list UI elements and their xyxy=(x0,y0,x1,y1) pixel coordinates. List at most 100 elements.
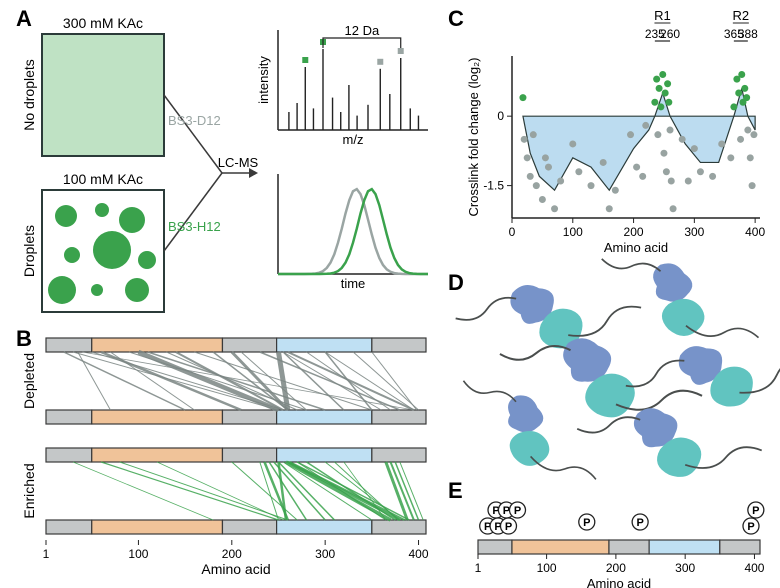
c-point xyxy=(545,164,552,171)
droplet-circle xyxy=(119,207,145,233)
droplet-circle xyxy=(125,278,149,302)
c-xtick-label: 100 xyxy=(563,225,583,239)
c-point xyxy=(663,168,670,175)
depleted-link xyxy=(92,352,283,410)
join-line xyxy=(164,95,222,173)
e-xtick-label: 300 xyxy=(675,561,695,575)
domain-segment xyxy=(222,448,276,462)
domain-segment xyxy=(46,448,92,462)
c-point xyxy=(664,80,671,87)
phospho-label: P xyxy=(636,517,643,529)
phospho-label: P xyxy=(583,517,590,529)
c-xtick-label: 300 xyxy=(684,225,704,239)
c-point xyxy=(612,187,619,194)
chrom-xlabel: time xyxy=(341,276,366,291)
e-domain-segment xyxy=(649,540,720,554)
phospho-label: P xyxy=(514,505,521,517)
domain-segment xyxy=(372,520,426,534)
domain-segment xyxy=(92,448,223,462)
no-droplets-side-label: No droplets xyxy=(21,59,37,131)
domain-segment xyxy=(372,448,426,462)
c-point xyxy=(639,173,646,180)
ms-peak-marker xyxy=(398,48,404,54)
c-point xyxy=(557,177,564,184)
depleted-link xyxy=(325,352,414,410)
c-point xyxy=(662,90,669,97)
da-bracket xyxy=(323,38,401,48)
c-point xyxy=(749,182,756,189)
droplet-circle xyxy=(138,251,156,269)
c-xlabel: Amino acid xyxy=(604,240,668,255)
c-point xyxy=(727,154,734,161)
depleted-link xyxy=(176,352,283,410)
no-droplets-title: 300 mM KAc xyxy=(63,15,143,31)
droplets-title: 100 mM KAc xyxy=(63,171,143,187)
c-point xyxy=(633,164,640,171)
e-xtick-label: 1 xyxy=(475,561,482,575)
lcms-label: LC-MS xyxy=(218,155,259,170)
c-point xyxy=(524,154,531,161)
c-point xyxy=(600,159,607,166)
enriched-link xyxy=(73,462,213,520)
panel-a-label: A xyxy=(16,6,32,31)
ms-peak-marker xyxy=(302,57,308,63)
c-xtick-label: 0 xyxy=(509,225,516,239)
c-point xyxy=(679,136,686,143)
da-label: 12 Da xyxy=(345,23,380,38)
c-point xyxy=(741,85,748,92)
droplet-circle xyxy=(64,247,80,263)
domain-segment xyxy=(372,338,426,352)
phospho-label: P xyxy=(747,521,754,533)
b-xtick-label: 400 xyxy=(409,547,429,561)
ms-ylabel: intensity xyxy=(256,56,271,104)
phospho-label: P xyxy=(752,505,759,517)
panel-b-label: B xyxy=(16,326,32,351)
b-xtick-label: 1 xyxy=(43,547,50,561)
e-domain-segment xyxy=(720,540,760,554)
c-point xyxy=(656,85,663,92)
c-point xyxy=(660,150,667,157)
c-ytick-label: 0 xyxy=(497,109,504,123)
c-point xyxy=(530,131,537,138)
c-xtick-label: 200 xyxy=(624,225,644,239)
domain-segment xyxy=(92,410,223,424)
blob-tail xyxy=(577,417,640,432)
region-name: R2 xyxy=(733,8,750,23)
phospho-label: P xyxy=(505,521,512,533)
c-point xyxy=(668,177,675,184)
e-domain-segment xyxy=(609,540,649,554)
region-end: 260 xyxy=(660,27,680,41)
panel-c-label: C xyxy=(448,6,464,31)
c-point xyxy=(588,182,595,189)
c-point xyxy=(738,71,745,78)
domain-segment xyxy=(277,410,372,424)
c-point xyxy=(542,154,549,161)
c-area xyxy=(523,88,755,190)
droplet-circle xyxy=(91,284,103,296)
join-line xyxy=(164,173,222,251)
c-point xyxy=(642,122,649,129)
c-point xyxy=(551,205,558,212)
e-domain-segment xyxy=(512,540,609,554)
c-point xyxy=(665,99,672,106)
c-ylabel: Crosslink fold change (log₂) xyxy=(466,58,481,217)
droplet-circle xyxy=(93,231,131,269)
bs3-d12-label: BS3-D12 xyxy=(168,113,221,128)
c-point xyxy=(744,127,751,134)
c-xtick-label: 400 xyxy=(745,225,765,239)
c-point xyxy=(685,177,692,184)
droplet-circle xyxy=(48,276,76,304)
domain-segment xyxy=(277,448,372,462)
c-point xyxy=(697,168,704,175)
domain-segment xyxy=(222,338,276,352)
c-point xyxy=(718,140,725,147)
e-xtick-label: 200 xyxy=(606,561,626,575)
blob-tail xyxy=(623,358,688,389)
depleted-side-label: Depleted xyxy=(21,353,37,409)
b-xtick-label: 200 xyxy=(222,547,242,561)
c-point xyxy=(735,90,742,97)
e-xtick-label: 100 xyxy=(537,561,557,575)
c-point xyxy=(654,131,661,138)
c-point xyxy=(653,76,660,83)
chrom-green-trace xyxy=(278,189,428,274)
